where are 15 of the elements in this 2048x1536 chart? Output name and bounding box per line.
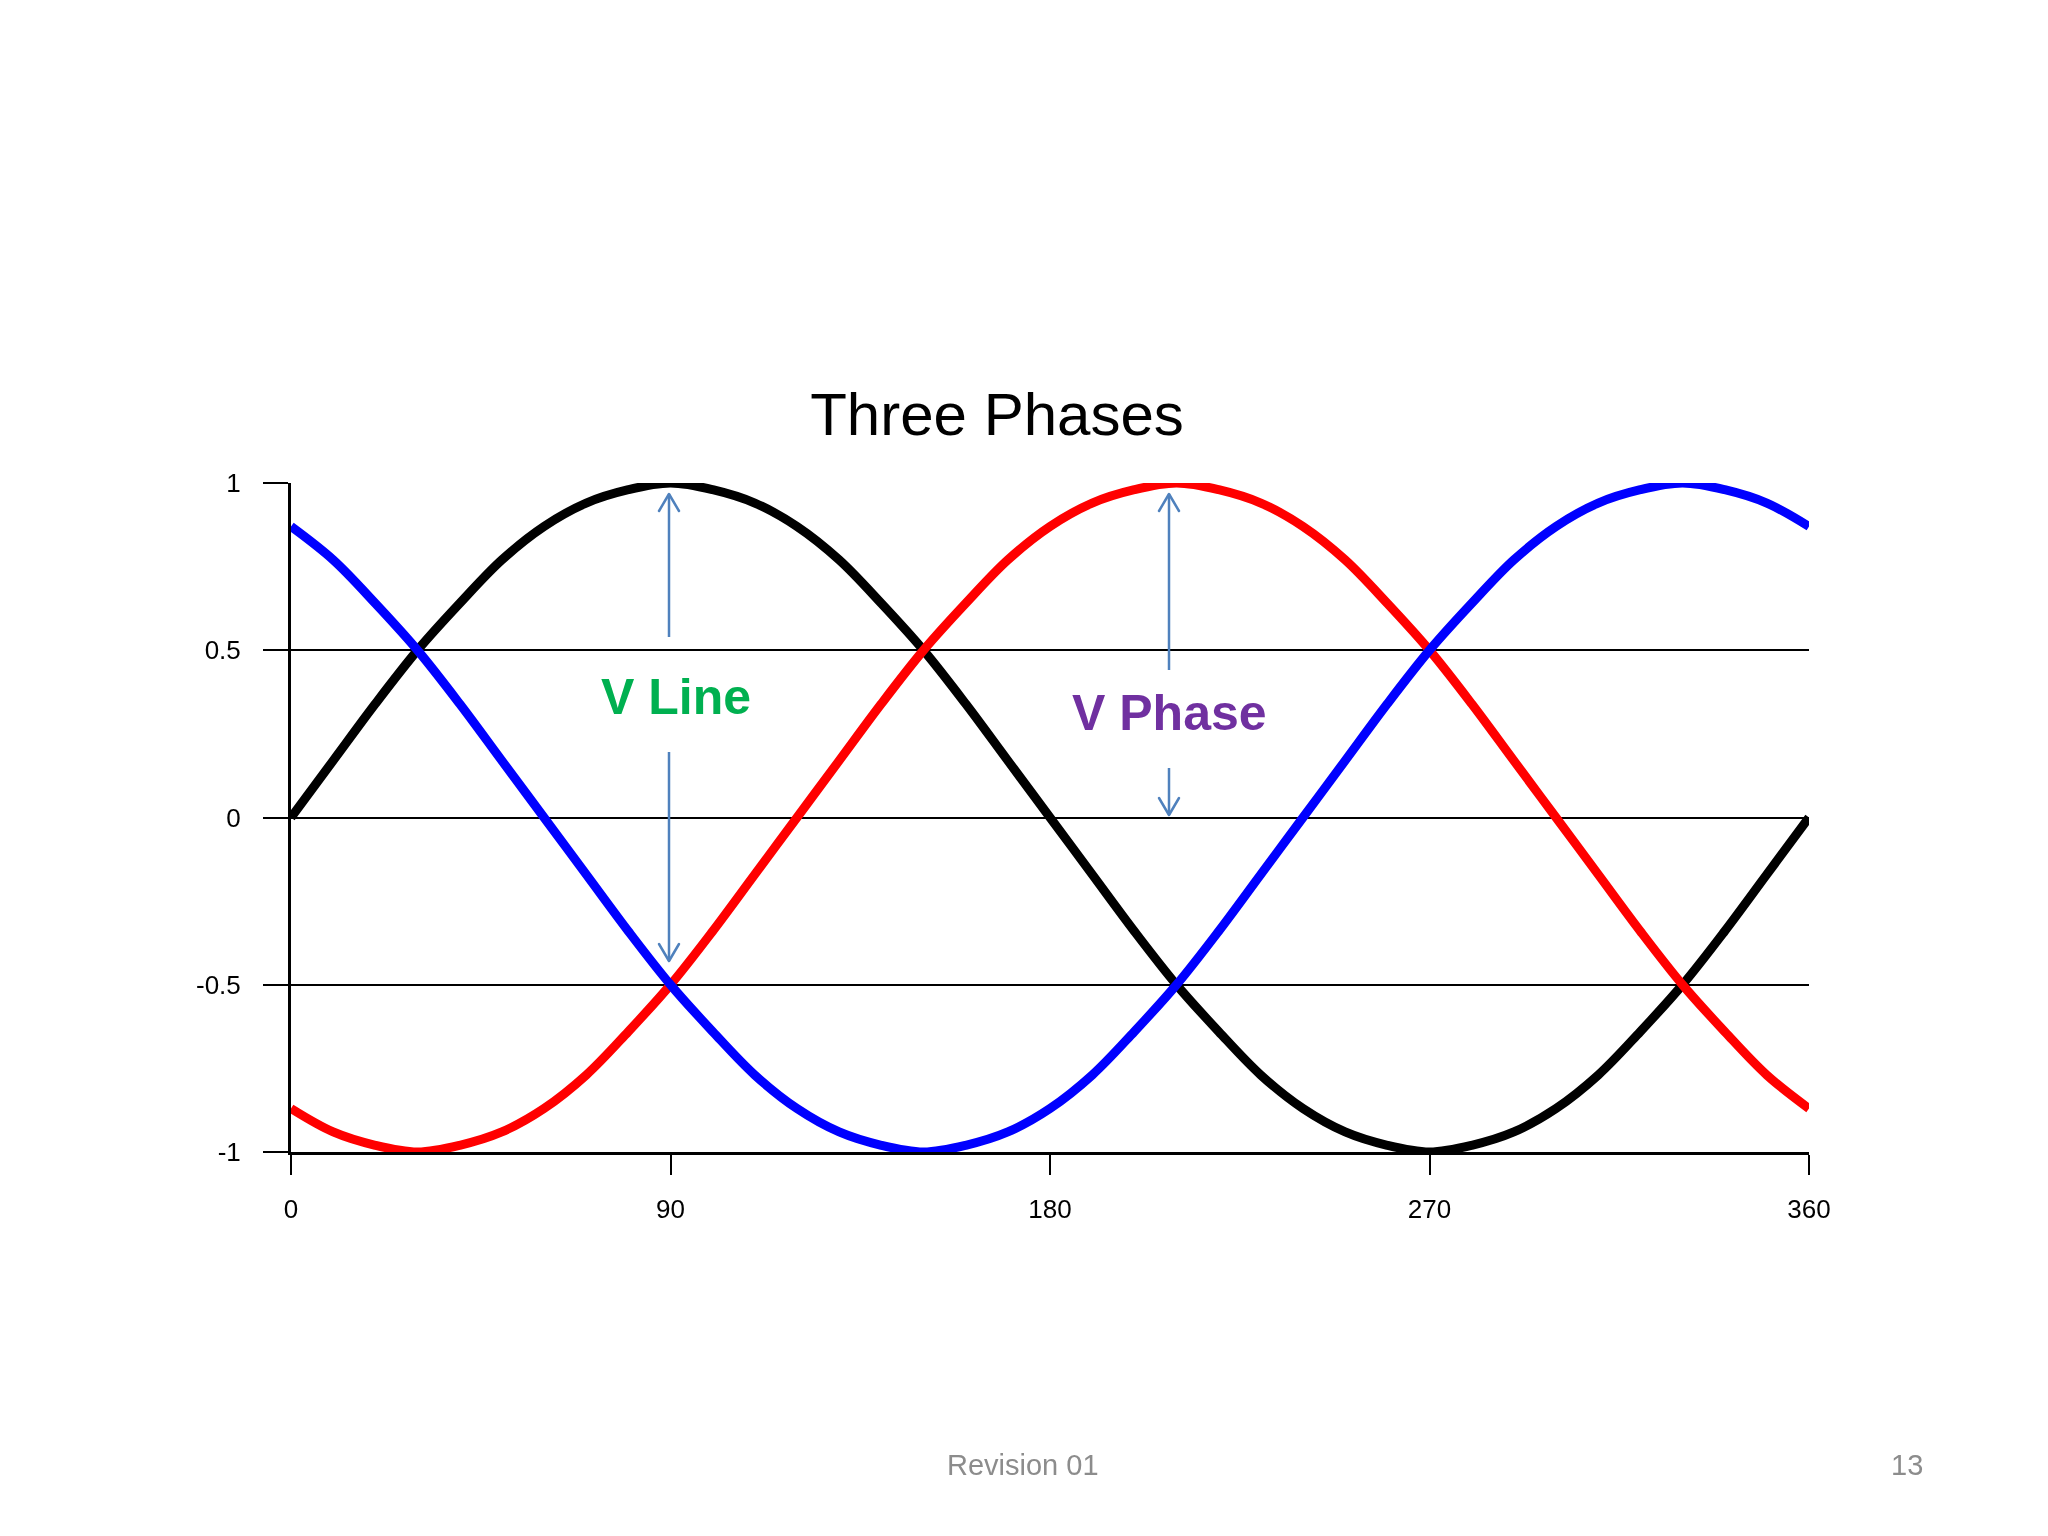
chart-title: Three Phases: [810, 381, 1184, 448]
x-tick-label: 360: [1787, 1194, 1831, 1225]
x-tick-label: 90: [656, 1194, 685, 1225]
y-tick-label: -0.5: [195, 969, 241, 1000]
annotation: V Phase: [1072, 685, 1267, 741]
x-tick-label: 0: [283, 1194, 299, 1225]
x-tick-label: 180: [1028, 1194, 1072, 1225]
annotation: V Line: [601, 669, 752, 725]
y-tick-label: 0: [226, 802, 241, 833]
y-tick-label: 1: [226, 468, 241, 499]
y-tick-label: 0.5: [204, 635, 241, 666]
text: 13: [1891, 1449, 1924, 1481]
y-tick-label: -1: [217, 1137, 241, 1168]
text: Revision 01: [947, 1449, 1099, 1481]
x-tick-label: 270: [1407, 1194, 1452, 1225]
